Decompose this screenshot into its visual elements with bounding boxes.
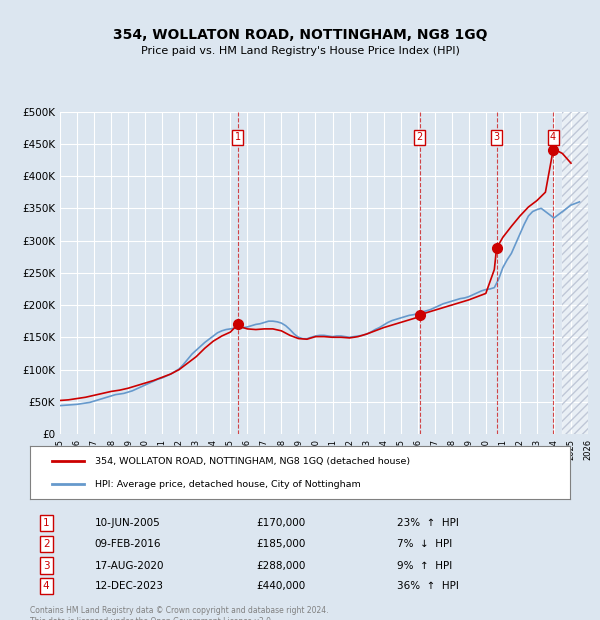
- Text: 3: 3: [43, 560, 50, 570]
- Text: 1: 1: [43, 518, 50, 528]
- Text: 9%  ↑  HPI: 9% ↑ HPI: [397, 560, 452, 570]
- Text: 4: 4: [43, 581, 50, 591]
- Text: 12-DEC-2023: 12-DEC-2023: [95, 581, 164, 591]
- Text: 10-JUN-2005: 10-JUN-2005: [95, 518, 161, 528]
- Text: 2: 2: [43, 539, 50, 549]
- Text: 17-AUG-2020: 17-AUG-2020: [95, 560, 164, 570]
- Bar: [562, 112, 588, 434]
- Text: HPI: Average price, detached house, City of Nottingham: HPI: Average price, detached house, City…: [95, 480, 361, 489]
- Text: 354, WOLLATON ROAD, NOTTINGHAM, NG8 1GQ (detached house): 354, WOLLATON ROAD, NOTTINGHAM, NG8 1GQ …: [95, 457, 410, 466]
- Text: Contains HM Land Registry data © Crown copyright and database right 2024.
This d: Contains HM Land Registry data © Crown c…: [30, 606, 329, 620]
- Text: 354, WOLLATON ROAD, NOTTINGHAM, NG8 1GQ: 354, WOLLATON ROAD, NOTTINGHAM, NG8 1GQ: [113, 28, 487, 42]
- Text: £288,000: £288,000: [257, 560, 306, 570]
- Text: 7%  ↓  HPI: 7% ↓ HPI: [397, 539, 452, 549]
- Text: 3: 3: [493, 133, 500, 143]
- Text: 1: 1: [235, 133, 241, 143]
- Text: 09-FEB-2016: 09-FEB-2016: [95, 539, 161, 549]
- Text: 23%  ↑  HPI: 23% ↑ HPI: [397, 518, 459, 528]
- Text: £440,000: £440,000: [257, 581, 306, 591]
- Text: £185,000: £185,000: [257, 539, 306, 549]
- Text: 36%  ↑  HPI: 36% ↑ HPI: [397, 581, 459, 591]
- Text: Price paid vs. HM Land Registry's House Price Index (HPI): Price paid vs. HM Land Registry's House …: [140, 46, 460, 56]
- Text: 2: 2: [416, 133, 422, 143]
- Text: 4: 4: [550, 133, 556, 143]
- Text: £170,000: £170,000: [257, 518, 306, 528]
